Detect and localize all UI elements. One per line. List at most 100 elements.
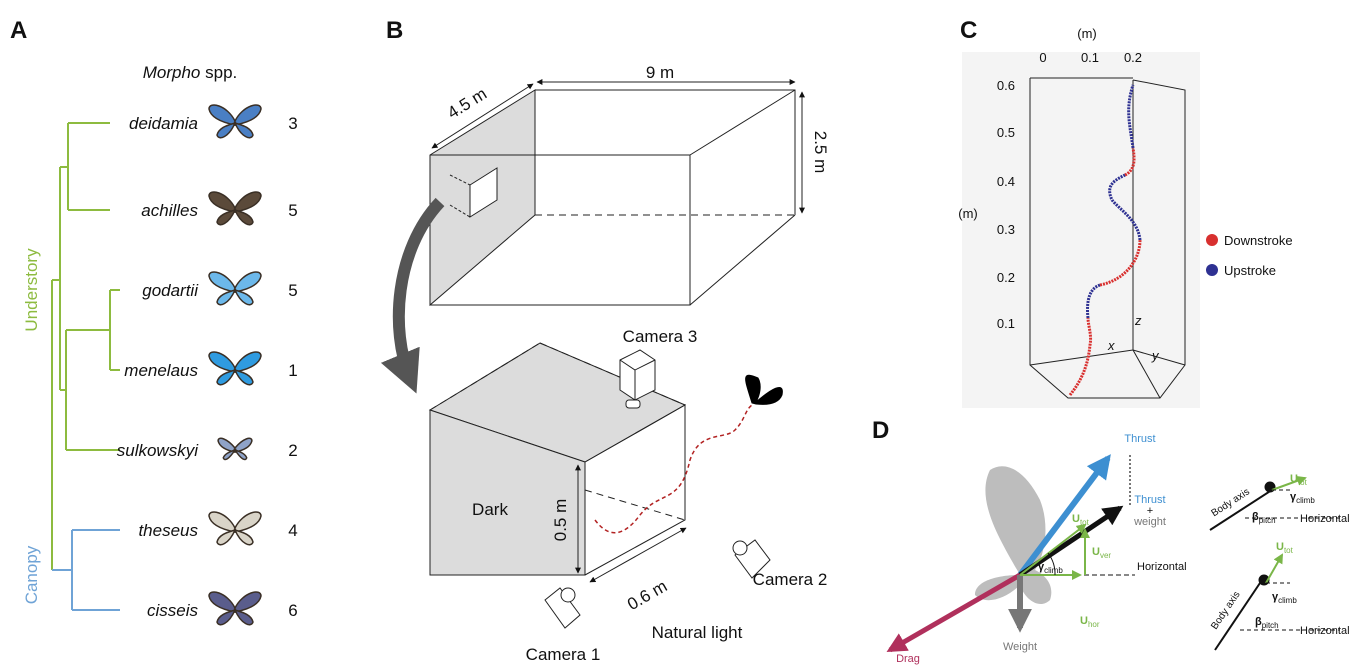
z-tick-label: 0.3 bbox=[997, 222, 1015, 237]
wing bbox=[233, 448, 248, 461]
symbol-label: βpitch bbox=[1255, 616, 1279, 630]
panel-c: (m) (m) x z y 0 0.1 0.2 0.6 0.5 0.4 0.3 0.2 0.1 D… bbox=[958, 26, 1293, 408]
legend-label: Downstroke bbox=[1224, 233, 1293, 248]
canopy-branches bbox=[52, 529, 120, 611]
symbol-base: γ bbox=[1272, 591, 1279, 603]
horizontal-label: Horizontal bbox=[1300, 625, 1350, 637]
species-name: achilles bbox=[141, 201, 198, 220]
symbol-subscript: climb bbox=[1278, 596, 1297, 605]
panel-label: A bbox=[10, 17, 27, 44]
z-tick-label: 0.2 bbox=[997, 270, 1015, 285]
z-tick-label: 0.6 bbox=[997, 78, 1015, 93]
species-name: cisseis bbox=[147, 601, 199, 620]
zoom-arrow bbox=[380, 197, 445, 394]
symbol-subscript: hor bbox=[1088, 620, 1100, 629]
symbol-subscript: tot bbox=[1080, 518, 1090, 527]
wing bbox=[233, 528, 254, 546]
panel-d: Thrust Thrust + weight Horizontal Weight… bbox=[886, 433, 1350, 665]
genus-suffix: spp. bbox=[200, 63, 237, 82]
dim-arrow bbox=[589, 527, 687, 583]
velocity-vectors bbox=[1019, 523, 1090, 580]
tunnel-hidden bbox=[429, 342, 686, 411]
specimen-count: 3 bbox=[288, 114, 297, 133]
wing bbox=[234, 437, 253, 453]
phylogeny bbox=[51, 122, 120, 611]
symbol-subscript: tot bbox=[1284, 546, 1294, 555]
camera-1 bbox=[544, 587, 581, 629]
flight-path bbox=[594, 404, 753, 534]
symbol-label: Uver bbox=[1092, 546, 1111, 560]
horizontal-label: Horizontal bbox=[1137, 561, 1187, 573]
wing bbox=[208, 271, 236, 293]
butterfly bbox=[975, 466, 1052, 605]
butterfly-photo bbox=[208, 191, 262, 226]
axis-label: y bbox=[1151, 348, 1160, 363]
horizontal-label: Horizontal bbox=[1300, 513, 1350, 525]
thrust-weight-label: weight bbox=[1133, 516, 1166, 528]
plot-frame bbox=[1029, 77, 1186, 399]
symbol-label: Utot bbox=[1072, 513, 1090, 527]
camera-3 bbox=[619, 349, 656, 409]
symbol-base: β bbox=[1255, 616, 1262, 628]
wing bbox=[216, 121, 237, 139]
species-name: deidamia bbox=[129, 114, 198, 133]
tunnel-hidden bbox=[430, 489, 686, 576]
body-axis-label: Body axis bbox=[1209, 590, 1242, 632]
trajectory-segment bbox=[1124, 147, 1136, 177]
trajectory-segment bbox=[1099, 239, 1142, 287]
z-unit: (m) bbox=[958, 206, 978, 221]
camera-2 bbox=[732, 539, 771, 579]
wing bbox=[233, 208, 254, 226]
legend-marker bbox=[1206, 234, 1218, 246]
symbol-subscript: ver bbox=[1100, 551, 1111, 560]
butterfly-photo bbox=[208, 591, 262, 626]
thrust-arrow bbox=[1017, 454, 1111, 577]
room-height: 2.5 m bbox=[811, 131, 830, 174]
specimen-count: 6 bbox=[288, 601, 297, 620]
symbol-base: U bbox=[1080, 615, 1088, 627]
wing bbox=[234, 191, 262, 213]
symbol-subscript: pitch bbox=[1259, 516, 1276, 525]
wing bbox=[233, 121, 254, 139]
trajectory bbox=[1068, 84, 1142, 396]
group-label: Understory bbox=[22, 248, 41, 332]
x-tick-label: 0.2 bbox=[1124, 50, 1142, 65]
wing bbox=[208, 511, 236, 533]
wing bbox=[234, 271, 262, 293]
drag-label: Drag bbox=[896, 653, 920, 665]
wing bbox=[233, 608, 254, 626]
specimen-count: 4 bbox=[288, 521, 297, 540]
window-edges bbox=[449, 174, 471, 218]
weight-label: Weight bbox=[1003, 641, 1037, 653]
camera-label: Camera 3 bbox=[623, 327, 698, 346]
specimen-count: 1 bbox=[288, 361, 297, 380]
camera-label: Camera 2 bbox=[753, 570, 828, 589]
butterfly-photo bbox=[217, 437, 253, 461]
panel-b bbox=[380, 79, 805, 629]
x-tick-label: 0.1 bbox=[1081, 50, 1099, 65]
angle-arc bbox=[1047, 552, 1056, 576]
species-name: godartii bbox=[142, 281, 199, 300]
room-width: 4.5 m bbox=[444, 84, 490, 123]
butterfly-photo bbox=[208, 104, 262, 139]
wing bbox=[234, 591, 262, 613]
symbol-base: U bbox=[1092, 546, 1100, 558]
wing bbox=[234, 104, 262, 126]
insets bbox=[1209, 476, 1340, 651]
symbol-subscript: climb bbox=[1044, 566, 1063, 575]
symbol-base: β bbox=[1252, 511, 1259, 523]
specimen-count: 5 bbox=[288, 201, 297, 220]
understory-branches bbox=[51, 122, 120, 570]
axis-label: z bbox=[1134, 313, 1142, 328]
legend-label: Upstroke bbox=[1224, 263, 1276, 278]
symbol-subscript: climb bbox=[1296, 496, 1315, 505]
z-tick-label: 0.4 bbox=[997, 174, 1015, 189]
species-name: menelaus bbox=[124, 361, 198, 380]
axis-label: x bbox=[1107, 338, 1115, 353]
thrust-label: Thrust bbox=[1124, 433, 1155, 445]
room-box bbox=[430, 89, 796, 306]
body-axis-label: Body axis bbox=[1209, 486, 1251, 519]
group-label: Canopy bbox=[22, 545, 41, 604]
dark-label: Dark bbox=[472, 500, 508, 519]
